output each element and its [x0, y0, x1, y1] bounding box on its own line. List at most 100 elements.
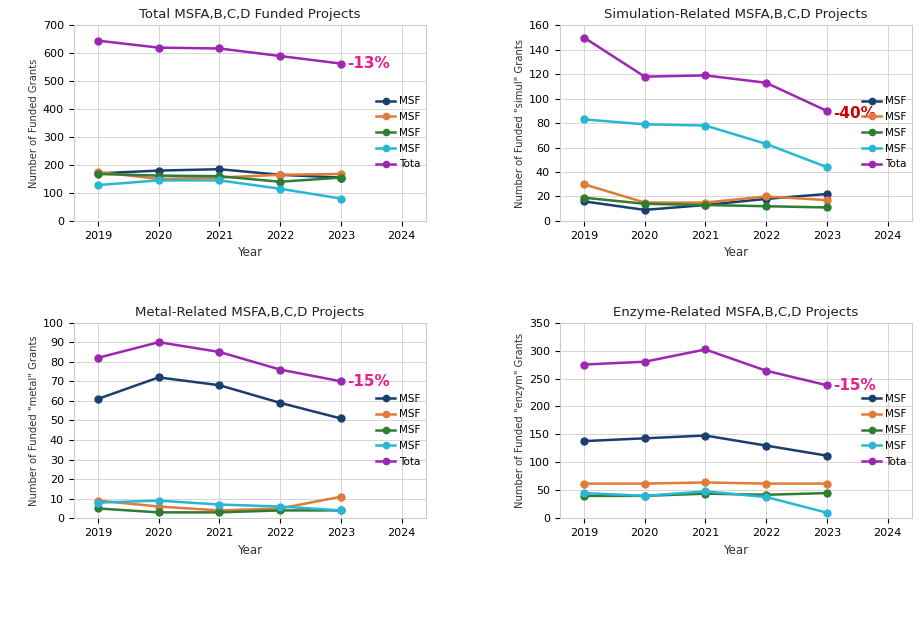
Y-axis label: Number of Funded "enzym" Grants: Number of Funded "enzym" Grants [515, 333, 525, 508]
MSF [92, 181, 103, 189]
MSF [639, 492, 650, 500]
MSF [214, 166, 225, 173]
MSF [274, 507, 286, 514]
MSF [335, 174, 346, 181]
MSF [274, 178, 286, 186]
MSF [578, 198, 589, 205]
MSF [761, 491, 772, 499]
MSF [214, 382, 225, 389]
MSF [822, 489, 833, 497]
X-axis label: Year: Year [723, 544, 748, 557]
Tota [578, 361, 589, 368]
Title: Metal-Related MSFA,B,C,D Projects: Metal-Related MSFA,B,C,D Projects [135, 306, 365, 319]
MSF [335, 493, 346, 501]
Text: -15%: -15% [833, 378, 876, 392]
MSF [335, 415, 346, 422]
MSF [822, 452, 833, 459]
Tota [335, 377, 346, 385]
Line: MSF: MSF [95, 169, 344, 183]
MSF [335, 507, 346, 514]
MSF [153, 172, 164, 179]
MSF [153, 509, 164, 516]
Tota [822, 107, 833, 114]
Line: MSF: MSF [580, 190, 830, 214]
Line: Tota: Tota [580, 34, 830, 114]
MSF [214, 173, 225, 180]
Tota [214, 45, 225, 52]
MSF [639, 492, 650, 500]
MSF [761, 480, 772, 487]
MSF [822, 163, 833, 171]
MSF [639, 480, 650, 487]
Line: MSF: MSF [95, 171, 344, 185]
MSF [92, 499, 103, 506]
MSF [153, 176, 164, 184]
Legend: MSF, MSF, MSF, MSF, Tota: MSF, MSF, MSF, MSF, Tota [862, 394, 906, 466]
MSF [274, 185, 286, 193]
MSF [639, 435, 650, 442]
MSF [335, 507, 346, 514]
MSF [92, 395, 103, 403]
Tota [700, 346, 711, 353]
MSF [92, 169, 103, 177]
Legend: MSF, MSF, MSF, MSF, Tota: MSF, MSF, MSF, MSF, Tota [377, 394, 421, 466]
MSF [700, 432, 711, 439]
Tota [639, 73, 650, 80]
Line: MSF: MSF [95, 166, 344, 181]
MSF [822, 197, 833, 204]
Title: Simulation-Related MSFA,B,C,D Projects: Simulation-Related MSFA,B,C,D Projects [604, 8, 868, 21]
MSF [274, 399, 286, 406]
MSF [578, 480, 589, 487]
MSF [700, 478, 711, 486]
MSF [761, 195, 772, 203]
X-axis label: Year: Year [723, 246, 748, 259]
MSF [639, 200, 650, 207]
MSF [92, 497, 103, 504]
Legend: MSF, MSF, MSF, MSF, Tota: MSF, MSF, MSF, MSF, Tota [377, 97, 421, 169]
MSF [578, 180, 589, 188]
Tota [92, 354, 103, 362]
MSF [761, 202, 772, 210]
MSF [700, 201, 711, 209]
Tota [761, 79, 772, 87]
MSF [214, 501, 225, 508]
Line: MSF: MSF [580, 432, 830, 459]
Tota [153, 44, 164, 51]
MSF [700, 488, 711, 495]
Line: MSF: MSF [580, 479, 830, 487]
MSF [335, 174, 346, 181]
MSF [761, 140, 772, 148]
Tota [274, 52, 286, 60]
Line: Tota: Tota [580, 346, 830, 389]
Tota [822, 382, 833, 389]
Legend: MSF, MSF, MSF, MSF, Tota: MSF, MSF, MSF, MSF, Tota [862, 97, 906, 169]
MSF [822, 509, 833, 516]
MSF [214, 174, 225, 181]
MSF [639, 199, 650, 207]
Y-axis label: Number of Funded Grants: Number of Funded Grants [29, 58, 39, 188]
Line: MSF: MSF [95, 497, 344, 514]
Line: MSF: MSF [580, 181, 830, 206]
Tota [700, 71, 711, 79]
MSF [639, 206, 650, 214]
MSF [700, 199, 711, 207]
Text: -15%: -15% [347, 374, 390, 389]
MSF [639, 121, 650, 128]
MSF [214, 509, 225, 516]
Line: MSF: MSF [580, 490, 830, 499]
MSF [822, 480, 833, 487]
MSF [822, 204, 833, 211]
MSF [274, 505, 286, 513]
MSF [92, 170, 103, 178]
MSF [274, 171, 286, 179]
Tota [153, 338, 164, 346]
MSF [274, 171, 286, 179]
Line: MSF: MSF [580, 194, 830, 211]
Title: Enzyme-Related MSFA,B,C,D Projects: Enzyme-Related MSFA,B,C,D Projects [613, 306, 858, 319]
MSF [578, 116, 589, 123]
Tota [214, 348, 225, 356]
Line: Tota: Tota [95, 37, 344, 67]
Y-axis label: Number of Funded "simul" Grants: Number of Funded "simul" Grants [515, 39, 525, 207]
Title: Total MSFA,B,C,D Funded Projects: Total MSFA,B,C,D Funded Projects [139, 8, 360, 21]
MSF [214, 507, 225, 514]
